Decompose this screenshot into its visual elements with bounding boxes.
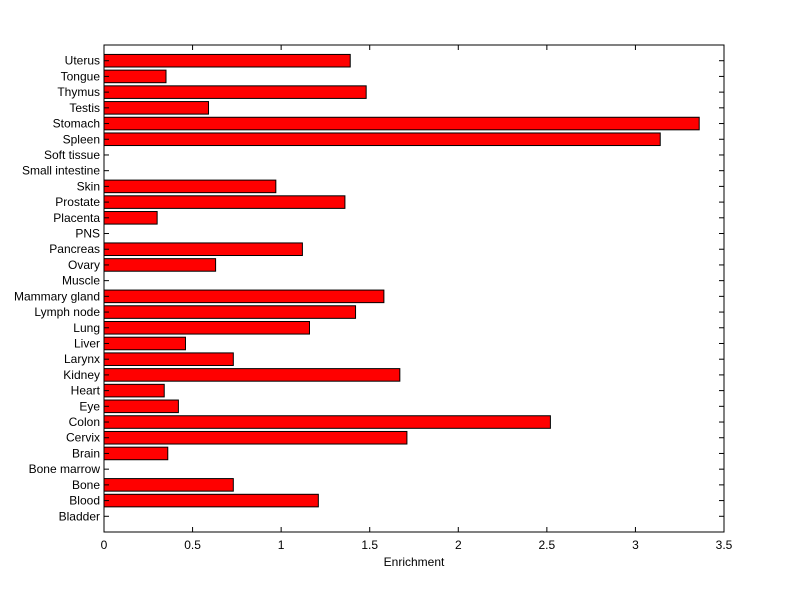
x-tick-label: 2.5: [539, 538, 556, 552]
y-tick-label: Bladder: [59, 509, 100, 523]
bar-cervix: [103, 430, 408, 445]
y-tick-label: PNS: [75, 227, 100, 241]
bar-kidney: [103, 368, 401, 382]
y-tick-label: Ovary: [68, 258, 100, 272]
y-tick-label: Blood: [69, 494, 100, 508]
y-tick-label: Cervix: [66, 431, 100, 445]
bars-group: [103, 53, 700, 508]
bar-spleen: [103, 132, 661, 147]
y-tick-label: Testis: [69, 101, 100, 115]
x-tick-label: 0: [101, 538, 108, 552]
x-tick-label: 0.5: [184, 538, 201, 552]
y-tick-label: Pancreas: [49, 242, 100, 256]
x-tick-label: 3: [632, 538, 639, 552]
bar-prostate: [103, 195, 346, 209]
y-tick-label: Muscle: [62, 274, 100, 288]
bar-bone: [103, 478, 234, 492]
bar-mammary-gland: [103, 289, 385, 304]
y-tick-label: Eye: [79, 399, 100, 413]
bar-liver: [103, 336, 186, 351]
bar-testis: [103, 101, 210, 115]
y-tick-label: Uterus: [65, 54, 100, 68]
bar-lymph-node: [103, 305, 357, 319]
y-tick-label: Mammary gland: [14, 289, 100, 303]
y-tick-label: Stomach: [53, 117, 100, 131]
bar-eye: [103, 399, 179, 414]
y-tick-label: Skin: [77, 179, 100, 193]
x-axis-label: Enrichment: [384, 555, 445, 569]
x-axis-ticks: 0 0.5 1 1.5 2 2.5 3 3.5: [101, 45, 733, 552]
y-tick-label: Bone marrow: [29, 462, 101, 476]
bar-tongue: [103, 69, 167, 84]
y-tick-label: Bone: [72, 478, 100, 492]
y-tick-label: Placenta: [53, 211, 100, 225]
y-tick-label: Heart: [71, 384, 101, 398]
y-tick-label: Lung: [73, 321, 100, 335]
plot-frame: [103, 44, 725, 533]
y-tick-label: Small intestine: [22, 164, 100, 178]
y-tick-label: Lymph node: [34, 305, 100, 319]
y-tick-label: Thymus: [57, 85, 100, 99]
bar-lung: [103, 320, 310, 335]
bar-thymus: [103, 85, 367, 99]
y-tick-label: Prostate: [55, 195, 100, 209]
x-tick-label: 3.5: [716, 538, 733, 552]
y-tick-label: Soft tissue: [44, 148, 100, 162]
bar-brain: [103, 446, 169, 461]
bar-heart: [103, 383, 165, 398]
y-tick-label: Brain: [72, 446, 100, 460]
y-tick-label: Larynx: [64, 352, 100, 366]
y-tick-label: Colon: [69, 415, 100, 429]
y-tick-label: Tongue: [61, 69, 101, 83]
bar-ovary: [103, 258, 217, 272]
bar-skin: [103, 179, 277, 194]
y-tick-label: Liver: [74, 336, 100, 350]
bar-placenta: [103, 211, 158, 225]
x-tick-label: 2: [455, 538, 462, 552]
bar-uterus: [103, 53, 351, 68]
bar-colon: [103, 415, 551, 429]
x-tick-label: 1: [278, 538, 285, 552]
bar-pancreas: [103, 242, 303, 257]
y-tick-label: Spleen: [63, 132, 100, 146]
bar-blood: [103, 493, 319, 508]
x-tick-label: 1.5: [361, 538, 378, 552]
bar-stomach: [103, 116, 700, 131]
y-tick-label: Kidney: [63, 368, 100, 382]
bar-larynx: [103, 352, 234, 366]
